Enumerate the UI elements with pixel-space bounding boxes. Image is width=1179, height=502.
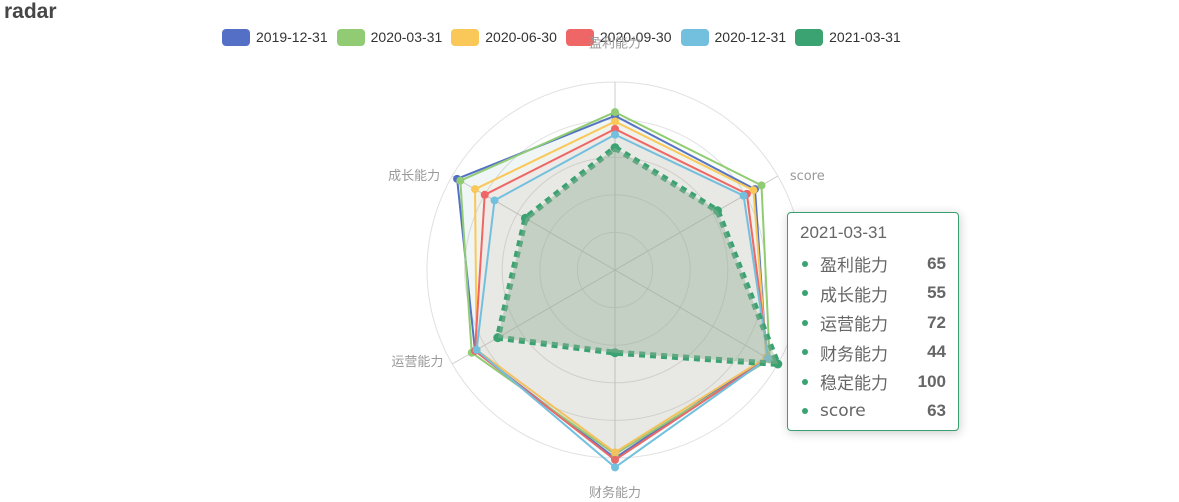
tooltip-row: 稳定能力 100: [800, 367, 946, 397]
radar-point: [520, 213, 530, 223]
tooltip-row-name: 运营能力: [820, 315, 888, 336]
radar-axis-line: [614, 269, 779, 365]
radar-point: [610, 348, 620, 358]
tooltip-row-name: 财务能力: [820, 344, 888, 365]
legend-item[interactable]: 2020-12-31: [680, 28, 787, 46]
radar-area-overlay: [497, 147, 778, 364]
tooltip-row: 财务能力 44: [800, 338, 946, 368]
legend-swatch: [565, 28, 594, 46]
axis-label-3: 财务能力: [589, 485, 641, 501]
radar-point: [611, 448, 619, 457]
chart-title: radar: [4, 0, 57, 23]
tooltip-row: 成长能力 55: [800, 279, 946, 309]
tooltip-row-name: 成长能力: [820, 285, 888, 306]
radar-point: [611, 108, 619, 117]
legend-swatch: [222, 28, 250, 46]
tooltip-row: score 63: [800, 397, 946, 427]
legend-item[interactable]: 2020-06-30: [451, 28, 557, 46]
radar-point: [713, 206, 723, 216]
radar-point: [611, 455, 619, 464]
legend-item[interactable]: 2020-09-30: [565, 28, 672, 46]
legend-label: 2020-09-30: [599, 29, 672, 45]
legend-label: 2020-12-31: [714, 29, 787, 45]
legend-label: 2021-03-31: [829, 29, 901, 45]
radar-point: [470, 185, 479, 194]
radar-point: [749, 186, 758, 195]
axis-label-4: 运营能力: [391, 355, 443, 370]
tooltip-row-value: 44: [927, 342, 946, 362]
radar-point: [611, 125, 619, 133]
legend-label: 2019-12-31: [256, 29, 328, 45]
radar-axis-line: [451, 175, 616, 271]
tooltip-dot: [802, 349, 808, 356]
radar-point: [739, 191, 748, 200]
radar-point: [610, 143, 620, 153]
tooltip-row-value: 55: [927, 283, 946, 303]
tooltip-row-value: 65: [927, 253, 946, 273]
radar-point: [611, 130, 619, 139]
radar-point: [480, 190, 489, 199]
tooltip-title: 2021-03-31: [800, 223, 887, 242]
legend-swatch: [680, 28, 709, 46]
legend-label: 2020-03-31: [370, 29, 443, 45]
radar-point: [611, 117, 619, 126]
tooltip-row-value: 72: [927, 312, 946, 332]
radar-point: [490, 196, 499, 205]
tooltip-row-name: 盈利能力: [820, 256, 888, 277]
legend-item[interactable]: 2019-12-31: [222, 28, 328, 46]
legend: 2019-12-31 2020-03-31 2020-06-30 2020-09-30…: [222, 26, 910, 48]
legend-label: 2020-06-30: [485, 29, 557, 45]
legend-item[interactable]: 2020-03-31: [336, 28, 443, 46]
axis-label-1: score: [790, 169, 825, 184]
tooltip-dot: [802, 378, 808, 385]
radar-point: [493, 333, 503, 343]
radar-point: [456, 176, 465, 185]
tooltip-dot: [802, 319, 808, 326]
radar-point: [757, 181, 766, 190]
tooltip-dot: [802, 408, 808, 415]
axis-label-0: 盈利能力: [589, 37, 641, 52]
tooltip-dot: [802, 290, 808, 297]
radar-point: [773, 359, 783, 369]
radar-series-2021-03-31: [494, 144, 781, 367]
legend-swatch: [795, 28, 824, 46]
radar-point: [611, 463, 619, 472]
tooltip: 2021-03-31 盈利能力 65 成长能力 55 运营能力 72 财务能力 44 稳定能力 1…: [787, 212, 959, 431]
tooltip-row-name: 稳定能力: [820, 374, 888, 395]
radar-point: [472, 345, 481, 354]
tooltip-row-value: 63: [927, 401, 946, 421]
legend-item[interactable]: 2021-03-31: [795, 28, 901, 46]
tooltip-row: 盈利能力 65: [800, 249, 946, 279]
legend-swatch: [451, 28, 480, 46]
axis-label-5: 成长能力: [388, 169, 440, 184]
tooltip-row: 运营能力 72: [800, 308, 946, 338]
radar-point: [764, 354, 773, 363]
tooltip-dot: [802, 260, 808, 267]
legend-swatch: [336, 28, 365, 46]
tooltip-row-value: 100: [917, 371, 946, 391]
tooltip-row-name: score: [820, 401, 866, 422]
